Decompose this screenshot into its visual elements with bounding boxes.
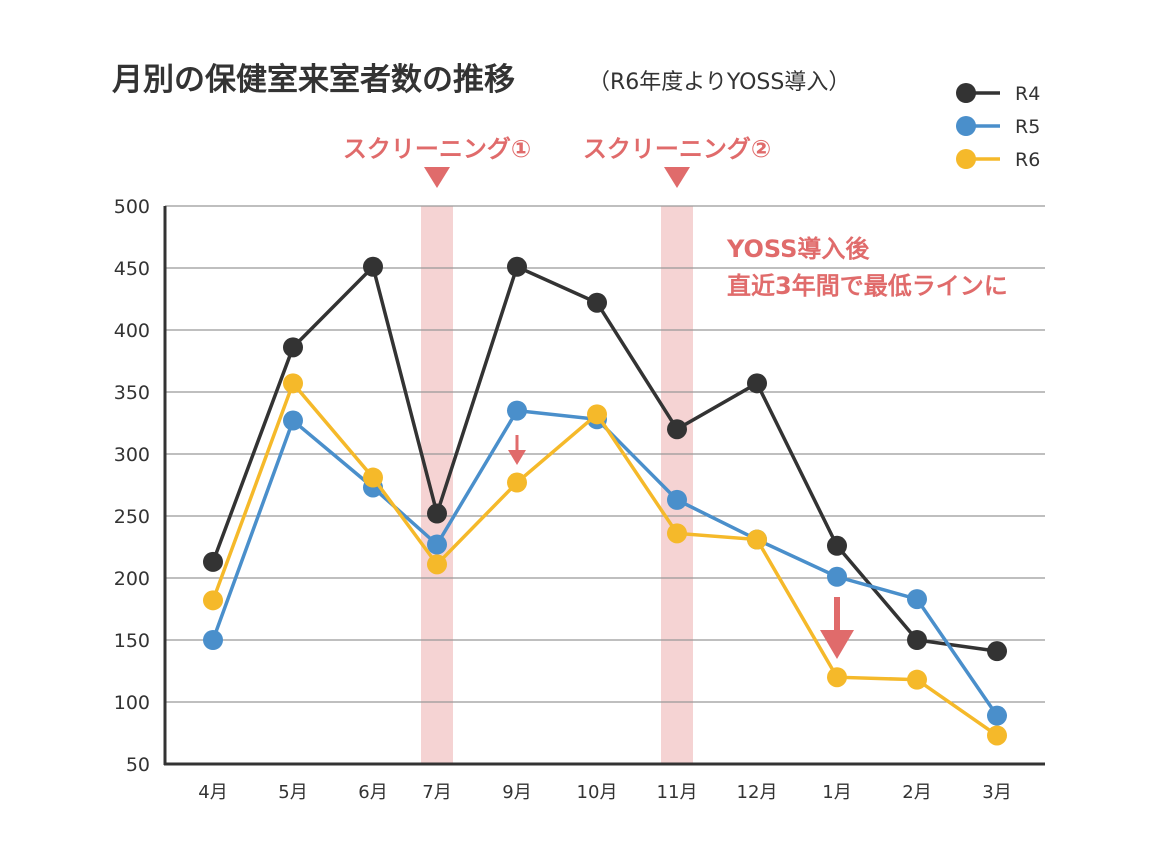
data-point-R4 xyxy=(203,551,223,572)
annotation-text: 直近3年間で最低ラインに xyxy=(727,272,1008,300)
data-point-R4 xyxy=(827,535,847,556)
data-point-R4 xyxy=(907,630,927,650)
data-point-R6 xyxy=(203,590,223,611)
y-tick-label: 450 xyxy=(114,258,150,280)
band-marker-triangle xyxy=(664,167,690,188)
series-line-R5 xyxy=(211,408,999,717)
data-point-R6 xyxy=(587,404,607,425)
data-point-R4 xyxy=(587,292,607,313)
data-point-R5 xyxy=(283,410,303,431)
legend-label: R4 xyxy=(1015,83,1040,105)
data-point-R6 xyxy=(283,373,303,394)
data-point-R4 xyxy=(427,503,447,524)
y-tick-label: 200 xyxy=(114,568,150,590)
data-point-R6 xyxy=(507,472,527,493)
data-point-R4 xyxy=(667,419,687,440)
data-point-R5 xyxy=(203,630,223,650)
chart-title: 月別の保健室来室者数の推移 xyxy=(112,62,515,98)
down-arrow-icon xyxy=(508,450,526,465)
data-point-R6 xyxy=(427,554,447,575)
x-tick-label: 11月 xyxy=(657,782,698,803)
x-tick-label: 4月 xyxy=(198,782,227,803)
y-tick-label: 150 xyxy=(114,630,150,652)
legend-marker-R5 xyxy=(956,116,976,136)
x-tick-label: 6月 xyxy=(358,782,387,803)
data-point-R6 xyxy=(667,523,687,544)
y-tick-label: 300 xyxy=(114,444,150,466)
data-point-R5 xyxy=(427,534,447,555)
data-point-R5 xyxy=(507,400,527,421)
highlight-band xyxy=(421,206,453,764)
data-point-R6 xyxy=(747,529,767,550)
x-tick-label: 7月 xyxy=(422,782,451,803)
x-tick-label: 9月 xyxy=(502,782,531,803)
y-tick-label: 100 xyxy=(114,692,150,714)
y-tick-label: 250 xyxy=(114,506,150,528)
band-marker-triangle xyxy=(424,167,450,188)
data-point-R5 xyxy=(987,705,1007,726)
data-point-R4 xyxy=(363,256,383,277)
highlight-band xyxy=(661,206,693,764)
x-tick-label: 10月 xyxy=(577,782,618,803)
down-arrow-icon xyxy=(820,630,854,659)
legend-marker-R6 xyxy=(956,149,976,169)
legend-marker-R4 xyxy=(956,83,976,103)
annotation-text: YOSS導入後 xyxy=(726,235,870,263)
legend-label: R6 xyxy=(1015,149,1040,171)
data-point-R4 xyxy=(283,337,303,358)
chart-subtitle: （R6年度よりYOSS導入） xyxy=(588,70,850,95)
data-point-R4 xyxy=(747,373,767,394)
data-point-R6 xyxy=(987,725,1007,746)
y-tick-label: 500 xyxy=(114,196,150,218)
x-tick-label: 5月 xyxy=(278,782,307,803)
x-tick-label: 12月 xyxy=(737,782,778,803)
data-point-R5 xyxy=(907,589,927,610)
band-label: スクリーニング② xyxy=(583,135,771,163)
series-line-R6 xyxy=(211,379,999,737)
data-point-R6 xyxy=(363,467,383,488)
data-point-R5 xyxy=(667,489,687,510)
x-tick-label: 2月 xyxy=(902,782,931,803)
data-point-R6 xyxy=(907,669,927,690)
data-point-R5 xyxy=(827,566,847,587)
legend-label: R5 xyxy=(1015,116,1040,138)
series-line-R4 xyxy=(211,263,998,653)
y-tick-label: 350 xyxy=(114,382,150,404)
band-label: スクリーニング① xyxy=(343,135,531,163)
data-point-R4 xyxy=(987,641,1007,662)
y-tick-label: 400 xyxy=(114,320,150,342)
x-tick-label: 1月 xyxy=(822,782,851,803)
data-point-R4 xyxy=(507,256,527,277)
data-point-R6 xyxy=(827,667,847,688)
x-tick-label: 3月 xyxy=(982,782,1011,803)
y-tick-label: 50 xyxy=(126,754,150,776)
